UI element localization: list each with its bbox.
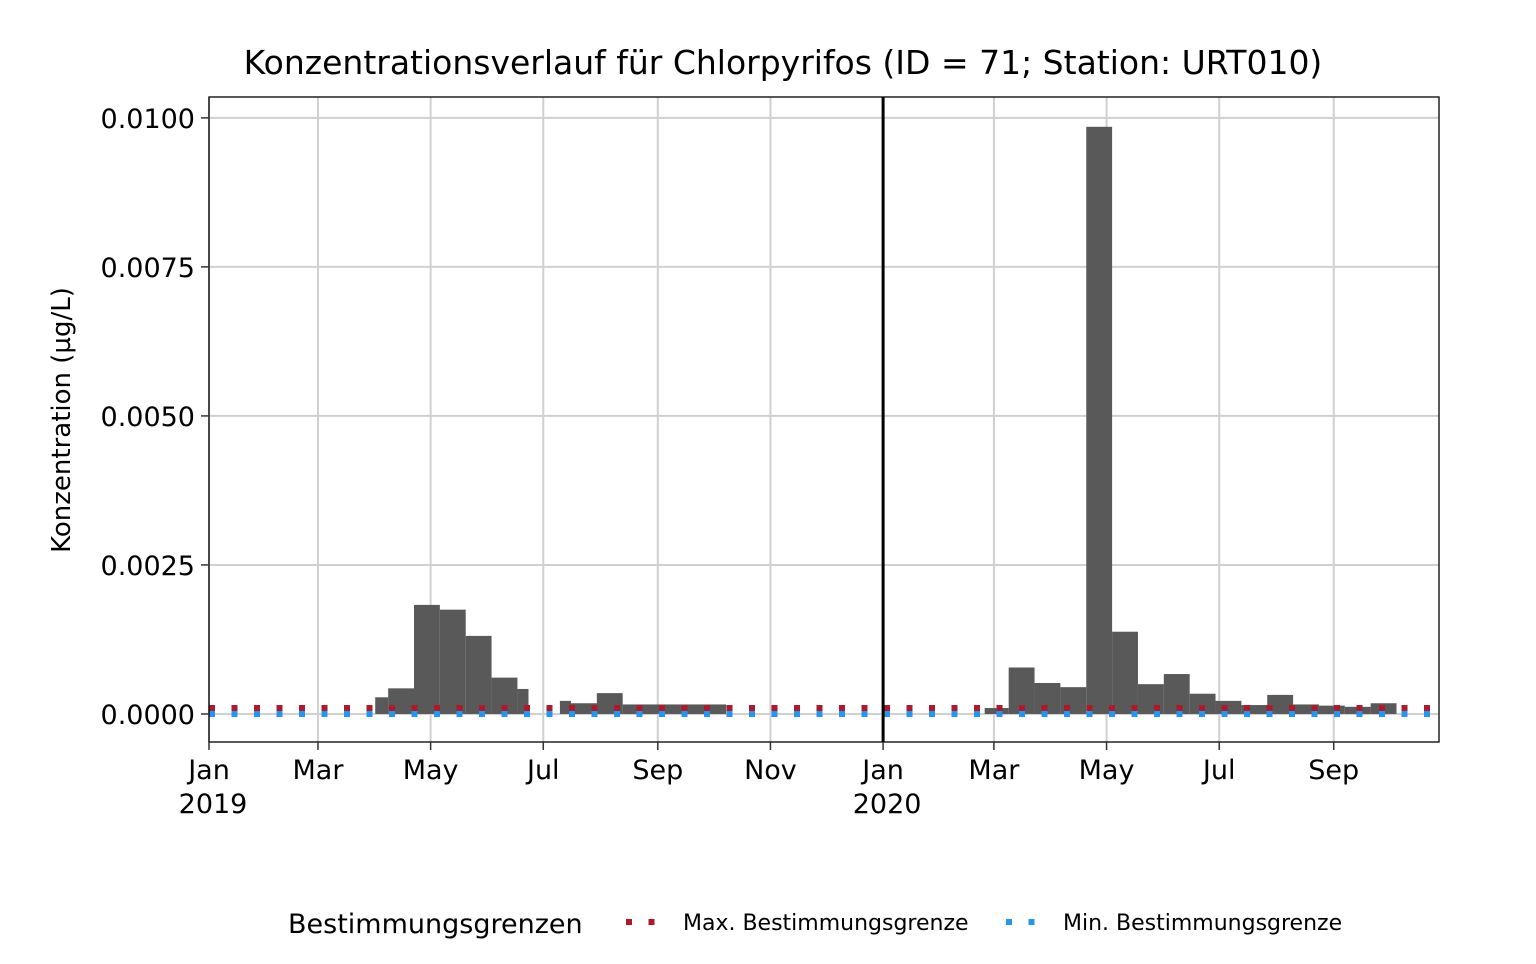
bar — [1318, 705, 1345, 714]
bar — [1112, 631, 1138, 714]
grid — [208, 97, 1439, 742]
x-tick-label: Jan — [860, 755, 904, 786]
x-tick-label: Nov — [744, 755, 797, 786]
bar — [1189, 693, 1216, 714]
x-tick-label: May — [1079, 755, 1135, 786]
bar — [375, 697, 389, 714]
y-axis-label: Konzentration (µg/L) — [47, 287, 77, 553]
bars — [375, 126, 1397, 714]
x-tick-label: Sep — [1308, 755, 1359, 786]
x-tick-year-label: 2020 — [853, 789, 922, 820]
x-tick-year-label: 2019 — [179, 789, 248, 820]
y-tick-label: 0.0000 — [101, 700, 195, 731]
panel-border — [208, 96, 1440, 743]
bar — [1086, 126, 1113, 714]
x-tick-label: May — [403, 755, 459, 786]
x-tick-label: Jul — [1201, 755, 1236, 786]
y-axis: 0.0000 0.0025 0.0050 0.0075 0.0100 — [101, 104, 209, 731]
x-tick-label: Jul — [525, 755, 560, 786]
chart-title: Konzentrationsverlauf für Chlorpyrifos (… — [244, 43, 1323, 82]
legend-label-min-bestimmungsgrenze: Min. Bestimmungsgrenze — [1063, 911, 1342, 936]
legend-title: Bestimmungsgrenzen — [288, 909, 583, 940]
y-tick-label: 0.0050 — [101, 402, 195, 433]
legend: Bestimmungsgrenzen Max. Bestimmungsgrenz… — [288, 909, 1342, 940]
bar — [1241, 705, 1268, 714]
bar — [1267, 694, 1294, 714]
bar — [559, 700, 571, 714]
y-tick-label: 0.0025 — [101, 551, 195, 582]
bar — [465, 635, 492, 714]
x-tick-label: Mar — [292, 755, 344, 786]
x-tick-label: Sep — [632, 755, 683, 786]
legend-items: Max. Bestimmungsgrenze Min. Bestimmungsgr… — [626, 911, 1342, 936]
bar — [570, 703, 597, 714]
y-tick-label: 0.0075 — [101, 253, 195, 284]
bar — [1215, 700, 1242, 714]
bar — [622, 704, 727, 714]
bar — [414, 604, 440, 714]
bar — [517, 688, 529, 714]
x-tick-label: Jan — [186, 755, 230, 786]
x-tick-label: Mar — [968, 755, 1020, 786]
limit-lines — [209, 705, 1439, 717]
y-tick-label: 0.0100 — [101, 104, 195, 135]
legend-label-max-bestimmungsgrenze: Max. Bestimmungsgrenze — [683, 911, 969, 936]
bar — [1293, 704, 1319, 714]
bar — [439, 609, 466, 714]
